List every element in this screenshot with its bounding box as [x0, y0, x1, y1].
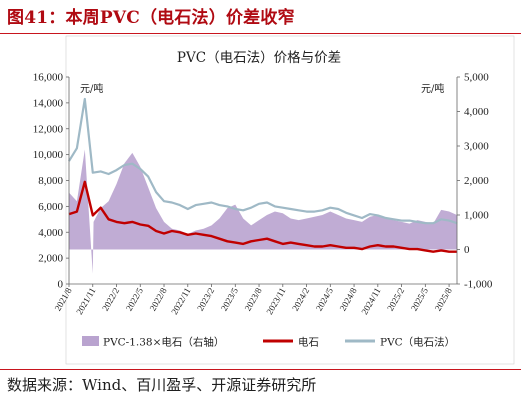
left-tick-label: 12,000 — [33, 123, 64, 135]
x-tick-label: 2022/8 — [148, 286, 169, 313]
x-tick-label: 2024/8 — [338, 286, 359, 313]
spread-area — [69, 149, 457, 274]
pvc-line — [68, 97, 458, 225]
legend-swatch-spread — [82, 336, 99, 346]
x-tick-label: 2024/2 — [290, 286, 311, 313]
chart-title: PVC（电石法）价格与价差 — [177, 50, 341, 66]
x-tick-label: 2024/5 — [314, 286, 335, 313]
x-tick-label: 2025/5 — [409, 286, 430, 313]
right-tick-label: -1,000 — [464, 279, 493, 291]
spread-area-layer — [69, 149, 457, 274]
x-tick-label: 2022/2 — [100, 286, 121, 313]
x-tick-label: 2021/8 — [53, 286, 74, 313]
x-tick-label: 2023/5 — [219, 286, 240, 313]
x-tick-label: 2023/11 — [264, 286, 287, 316]
chart-frame — [65, 35, 515, 365]
price-lines-layer — [68, 97, 458, 253]
right-tick-label: 1,000 — [464, 210, 489, 222]
left-tick-label: 14,000 — [33, 97, 64, 109]
left-axis-unit: 元/吨 — [80, 82, 103, 95]
right-tick-label: 3,000 — [464, 141, 489, 153]
left-tick-label: 4,000 — [38, 227, 63, 239]
right-tick-label: 2,000 — [464, 175, 489, 187]
x-tick-label: 2023/2 — [195, 286, 216, 313]
x-tick-label: 2022/11 — [169, 286, 192, 316]
legend: PVC-1.38×电石（右轴） 电石 PVC（电石法） — [82, 336, 455, 349]
title-rule — [0, 33, 521, 34]
right-tick-label: 4,000 — [464, 106, 489, 118]
left-tick-label: 6,000 — [38, 201, 63, 213]
source-note: 数据来源：Wind、百川盈孚、开源证券研究所 — [7, 376, 317, 394]
legend-label-carbide: 电石 — [298, 336, 319, 349]
left-tick-label: 8,000 — [38, 175, 63, 187]
carbide-line — [68, 180, 457, 253]
right-tick-label: 5,000 — [464, 72, 489, 84]
x-tick-label: 2021/11 — [74, 286, 97, 316]
x-tick-label: 2023/8 — [243, 286, 264, 313]
x-tick-label: 2022/5 — [124, 286, 145, 313]
legend-label-spread: PVC-1.38×电石（右轴） — [103, 336, 224, 349]
legend-label-pvc: PVC（电石法） — [380, 336, 455, 349]
left-tick-label: 10,000 — [33, 149, 64, 161]
x-tick-label: 2024/11 — [359, 286, 382, 316]
left-tick-label: 0 — [58, 279, 64, 291]
x-tick-label: 2025/2 — [385, 286, 406, 313]
right-axis-unit: 元/吨 — [421, 82, 444, 95]
source-rule — [0, 369, 521, 370]
figure-title: 图41：本周PVC（电石法）价差收窄 — [7, 8, 295, 28]
left-tick-label: 16,000 — [33, 72, 64, 84]
right-tick-label: 0 — [464, 244, 470, 256]
left-tick-label: 2,000 — [38, 253, 63, 265]
axes-layer: 0 2,000 4,000 6,000 8,000 10,000 12,000 14,000 1… — [33, 72, 493, 317]
x-tick-label: 2025/8 — [433, 286, 454, 313]
